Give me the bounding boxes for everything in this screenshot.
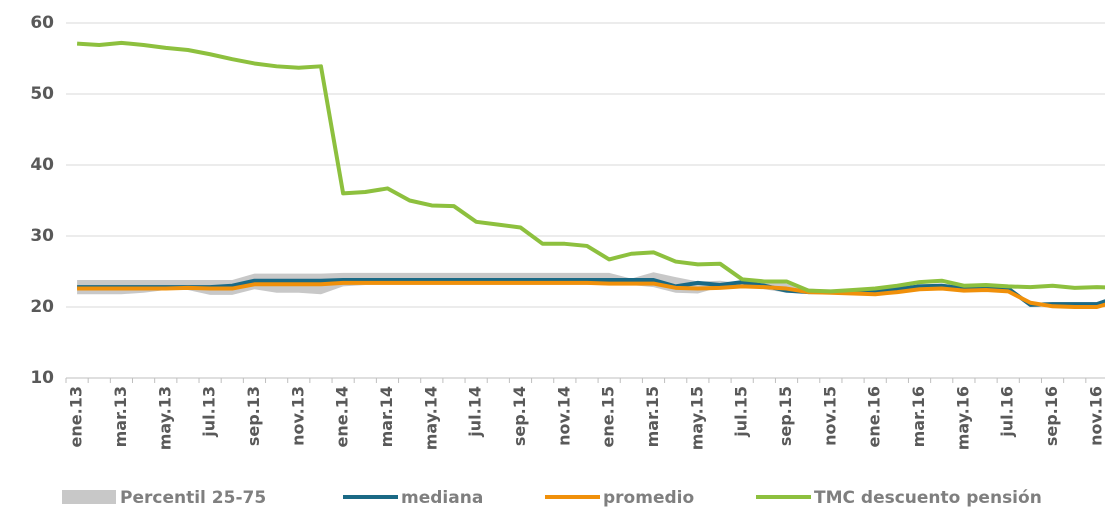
y-tick-label: 20 [30, 297, 54, 317]
y-tick-label: 50 [30, 84, 54, 104]
y-tick-label: 10 [30, 368, 54, 388]
x-tick-label: sep.15 [776, 386, 795, 446]
legend-label: TMC descuento pensión [814, 488, 1042, 508]
x-tick-label: mar.16 [909, 386, 928, 447]
x-tick-label: nov.16 [1086, 386, 1105, 446]
series-line [77, 278, 1105, 307]
x-tick-label: jul.15 [732, 386, 751, 438]
series-line [76, 40, 1105, 294]
x-tick-label: may.16 [953, 386, 972, 450]
x-tick-label: ene.14 [333, 386, 352, 447]
legend-label: promedio [603, 488, 694, 508]
x-tick-label: may.15 [687, 386, 706, 450]
x-tick-label: ene.16 [865, 386, 884, 447]
x-tick-label: nov.15 [820, 386, 839, 446]
x-tick-label: mar.13 [111, 386, 130, 447]
x-tick-label: ene.13 [67, 386, 86, 447]
x-tick-label: sep.13 [244, 386, 263, 446]
series-line [77, 280, 1105, 309]
legend-swatch [62, 490, 116, 504]
legend-label: Percentil 25-75 [120, 488, 266, 508]
x-tick-label: jul.13 [200, 386, 219, 438]
x-tick-label: jul.14 [466, 386, 485, 438]
x-tick-label: mar.14 [377, 386, 396, 447]
y-tick-label: 40 [30, 155, 54, 175]
x-tick-label: jul.16 [998, 386, 1017, 438]
x-tick-label: ene.15 [599, 386, 618, 447]
x-tick-label: may.14 [421, 386, 440, 450]
legend-label: mediana [401, 488, 483, 508]
y-tick-label: 60 [30, 13, 54, 33]
x-tick-label: mar.15 [643, 386, 662, 447]
x-tick-label: nov.13 [288, 386, 307, 446]
plot-area [65, 22, 1105, 383]
x-tick-label: may.13 [155, 386, 174, 450]
y-tick-label: 30 [30, 226, 54, 246]
x-tick-label: sep.16 [1042, 386, 1061, 446]
x-tick-label: sep.14 [510, 386, 529, 446]
x-tick-label: nov.14 [554, 386, 573, 446]
